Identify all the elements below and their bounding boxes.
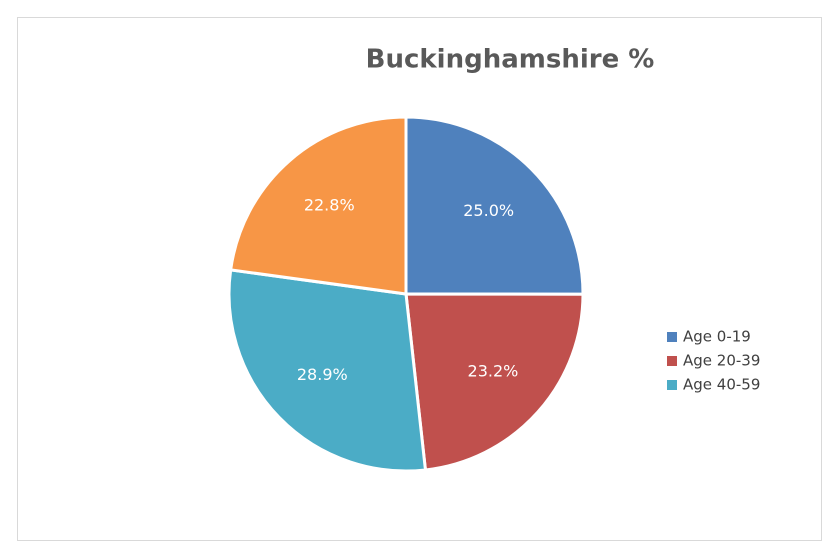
legend-swatch <box>667 332 677 342</box>
data-label: 28.9% <box>297 365 348 384</box>
pie-slice <box>228 115 408 296</box>
data-label: 23.2% <box>468 362 519 381</box>
legend-label: Age 40-59 <box>683 376 760 394</box>
pie-slice <box>404 115 585 296</box>
legend-swatch <box>667 380 677 390</box>
legend-label: Age 0-19 <box>683 328 751 346</box>
data-label: 22.8% <box>304 195 355 214</box>
pie-slice <box>404 292 585 472</box>
pie-slice <box>227 268 428 473</box>
legend-swatch <box>667 356 677 366</box>
data-label: 25.0% <box>463 201 514 220</box>
legend-label: Age 20-39 <box>683 352 760 370</box>
chart-title: Buckinghamshire % <box>366 45 655 75</box>
